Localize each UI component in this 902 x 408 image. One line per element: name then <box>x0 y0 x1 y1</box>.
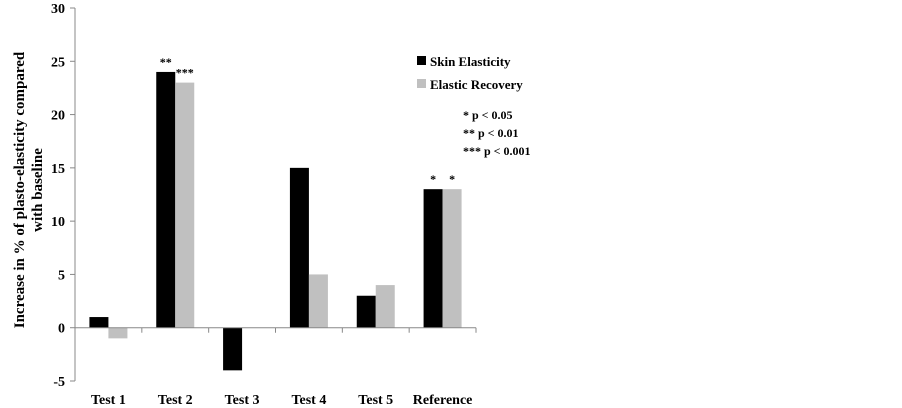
significance-marker: ** <box>160 55 172 69</box>
bars <box>89 71 462 371</box>
bar-skin-elasticity <box>89 317 109 328</box>
legend-label: Elastic Recovery <box>430 77 523 92</box>
bar-elastic-recovery <box>308 274 328 328</box>
y-tick-label: 10 <box>51 215 65 230</box>
significance-notes: * p < 0.05 ** p < 0.01 *** p < 0.001 <box>463 108 531 158</box>
bar-skin-elasticity <box>223 327 243 371</box>
bar-elastic-recovery <box>175 82 195 328</box>
y-axis-title-line2: with baseline <box>30 148 46 232</box>
y-tick-label: 15 <box>51 162 65 177</box>
x-tick-label: Test 5 <box>358 393 393 408</box>
bar-elastic-recovery <box>442 189 462 328</box>
significance-marker: * <box>430 172 436 186</box>
significance-markers: ****** * <box>160 55 455 186</box>
y-tick-label: 25 <box>51 55 65 70</box>
legend-swatch <box>417 79 426 88</box>
y-tick-label: 0 <box>58 322 65 337</box>
x-tick-label: Test 3 <box>225 393 260 408</box>
y-axis: -5 0 5 10 15 20 25 30 <box>51 2 75 390</box>
legend-swatch <box>417 56 426 65</box>
bar-skin-elasticity <box>156 71 176 328</box>
x-tick-label: Reference <box>413 393 473 408</box>
bar-skin-elasticity <box>356 295 376 328</box>
significance-marker: * <box>449 172 455 186</box>
bar-skin-elasticity <box>423 189 443 328</box>
significance-note: * p < 0.05 <box>463 108 513 122</box>
x-tick-label: Test 1 <box>91 393 126 408</box>
bar-skin-elasticity <box>289 167 309 328</box>
bar-elastic-recovery <box>108 327 128 339</box>
y-axis-title: Increase in % of plasto-elasticity compa… <box>12 51 46 328</box>
x-axis: Test 1 Test 2 Test 3 Test 4 Test 5 Reference <box>91 327 477 408</box>
x-tick-label: Test 4 <box>291 393 326 408</box>
y-axis-title-line1: Increase in % of plasto-elasticity compa… <box>12 51 28 328</box>
y-tick-label: -5 <box>53 375 65 390</box>
significance-note: *** p < 0.001 <box>463 144 531 158</box>
y-tick-label: 20 <box>51 109 65 124</box>
legend: Skin Elasticity Elastic Recovery <box>417 54 523 92</box>
significance-note: ** p < 0.01 <box>463 126 519 140</box>
y-tick-label: 5 <box>58 268 65 283</box>
x-tick-label: Test 2 <box>158 393 193 408</box>
y-tick-label: 30 <box>51 2 65 17</box>
bar-elastic-recovery <box>375 285 395 328</box>
significance-marker: *** <box>176 66 194 80</box>
legend-label: Skin Elasticity <box>430 54 511 69</box>
